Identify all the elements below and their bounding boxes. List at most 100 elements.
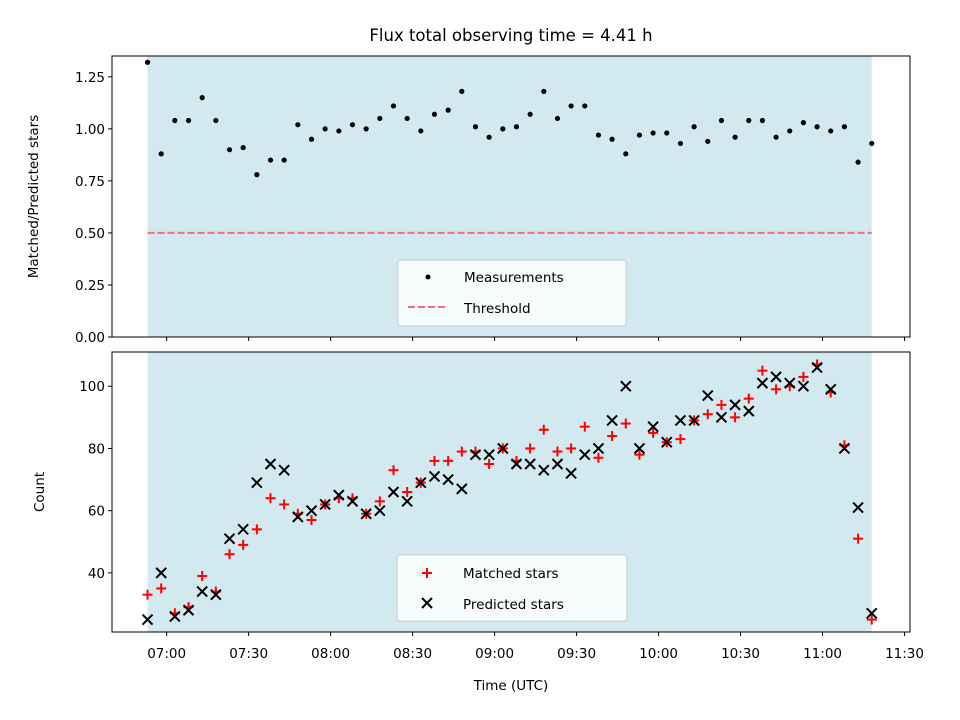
- x-tick-label: 11:00: [803, 646, 842, 662]
- top-axes-frame: [111, 55, 911, 338]
- predicted-star-point: [852, 501, 864, 514]
- predicted-star-point: [374, 504, 386, 517]
- matched-star-point: [484, 459, 495, 469]
- predicted-star-point: [702, 389, 714, 402]
- predicted-star-point: [797, 380, 810, 392]
- legend-predicted-label: Predicted stars: [463, 597, 564, 613]
- measurement-point: [158, 151, 164, 157]
- measurement-point: [609, 136, 615, 142]
- predicted-star-point: [210, 588, 222, 601]
- measurement-point: [226, 147, 233, 153]
- predicted-star-point: [469, 448, 482, 461]
- predicted-star-point: [538, 464, 550, 476]
- matched-stars-points: [142, 359, 877, 625]
- legend-measurements-marker: [425, 274, 431, 280]
- predicted-star-point: [333, 489, 345, 501]
- matched-star-point: [538, 424, 549, 435]
- predicted-star-point: [401, 495, 413, 508]
- measurement-point: [513, 124, 520, 130]
- measurement-point: [636, 132, 643, 138]
- bottom-legend: Matched stars Predicted stars: [396, 554, 628, 622]
- measurement-point: [281, 157, 287, 163]
- matched-star-point: [757, 365, 768, 376]
- x-tick-label: 08:30: [393, 646, 432, 662]
- y-tick-label: 80: [88, 441, 105, 457]
- matched-star-point: [525, 443, 536, 454]
- predicted-star-point: [661, 436, 673, 448]
- x-axis-label: Time (UTC): [473, 678, 549, 694]
- matched-star-point: [866, 614, 877, 625]
- matched-star-point: [374, 496, 385, 507]
- x-tick-label: 11:30: [885, 646, 924, 662]
- predicted-star-point: [360, 508, 372, 520]
- measurement-point: [459, 88, 465, 94]
- predicted-star-point: [606, 414, 618, 427]
- x-tick-label: 09:00: [475, 646, 514, 662]
- measurement-point: [500, 126, 506, 132]
- bottom-axes-frame: [111, 351, 911, 633]
- bottom-x-ticks: 07:00 07:30 08:00 08:30 09:00 09:30 10:00 10:30…: [147, 632, 924, 662]
- predicted-star-point: [387, 486, 400, 498]
- top-legend: Measurements Threshold: [397, 259, 627, 327]
- measurement-point: [623, 151, 629, 157]
- matched-star-point: [607, 431, 618, 441]
- measurement-point: [322, 126, 328, 132]
- matched-star-point: [443, 455, 454, 466]
- legend-measurements-label: Measurements: [464, 270, 564, 286]
- predicted-star-point: [565, 467, 577, 480]
- matched-star-point: [552, 446, 563, 457]
- x-tick-label: 09:30: [557, 646, 596, 662]
- matched-star-point: [306, 515, 317, 525]
- measurement-point: [677, 140, 684, 147]
- measurement-point: [650, 130, 656, 136]
- ratio-panel: 0.00 0.25 0.50 0.75 1.00 1.25 Matched/Predict…: [26, 55, 911, 346]
- predicted-star-point: [141, 613, 154, 626]
- y-tick-label: 1.00: [75, 122, 105, 138]
- predicted-star-point: [155, 567, 167, 579]
- measurement-point: [746, 117, 752, 124]
- predicted-star-point: [510, 458, 523, 470]
- predicted-star-point: [428, 470, 441, 483]
- predicted-star-point: [647, 420, 659, 433]
- measurement-point: [240, 144, 246, 151]
- predicted-star-point: [551, 458, 564, 470]
- measurement-point: [828, 128, 834, 134]
- measurement-point: [172, 117, 178, 124]
- predicted-star-point: [264, 458, 277, 470]
- y-tick-label: 0.00: [75, 330, 105, 346]
- predicted-star-point: [838, 442, 851, 455]
- measurement-point: [349, 122, 356, 128]
- predicted-star-point: [811, 361, 823, 374]
- predicted-star-point: [223, 532, 236, 545]
- x-tick-label: 07:30: [229, 646, 268, 662]
- measurement-point: [377, 115, 383, 122]
- measurement-point: [295, 122, 301, 128]
- predicted-star-point: [415, 476, 427, 489]
- y-tick-label: 40: [88, 566, 105, 582]
- matched-star-point: [771, 384, 782, 395]
- measurement-point: [486, 134, 492, 140]
- matched-star-point: [279, 499, 290, 510]
- x-tick-label: 08:00: [311, 646, 350, 662]
- matched-star-point: [620, 418, 631, 429]
- predicted-star-point: [633, 442, 646, 455]
- top-y-axis-label: Matched/Predicted stars: [26, 115, 42, 278]
- matched-star-point: [634, 449, 645, 460]
- predicted-star-point: [483, 448, 495, 461]
- predicted-star-point: [292, 511, 304, 523]
- measurement-point: [254, 172, 260, 178]
- predicted-star-point: [456, 483, 468, 495]
- measurement-point: [855, 159, 861, 165]
- x-tick-label: 10:30: [721, 646, 760, 662]
- predicted-star-point: [497, 442, 509, 455]
- predicted-star-point: [866, 607, 878, 620]
- count-panel: 40 60 80 100 07:00 07:30 08:00 08:30 09:00 09:30…: [32, 351, 924, 694]
- measurement-point: [199, 95, 205, 101]
- measurement-point: [800, 120, 807, 126]
- predicted-star-point: [237, 523, 249, 536]
- measurement-point: [841, 124, 848, 130]
- predicted-star-point: [784, 377, 796, 389]
- matched-star-point: [142, 589, 153, 600]
- predicted-star-point: [524, 458, 536, 470]
- measurement-point: [445, 107, 451, 113]
